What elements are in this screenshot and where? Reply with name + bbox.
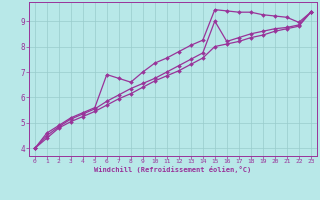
X-axis label: Windchill (Refroidissement éolien,°C): Windchill (Refroidissement éolien,°C) bbox=[94, 166, 252, 173]
